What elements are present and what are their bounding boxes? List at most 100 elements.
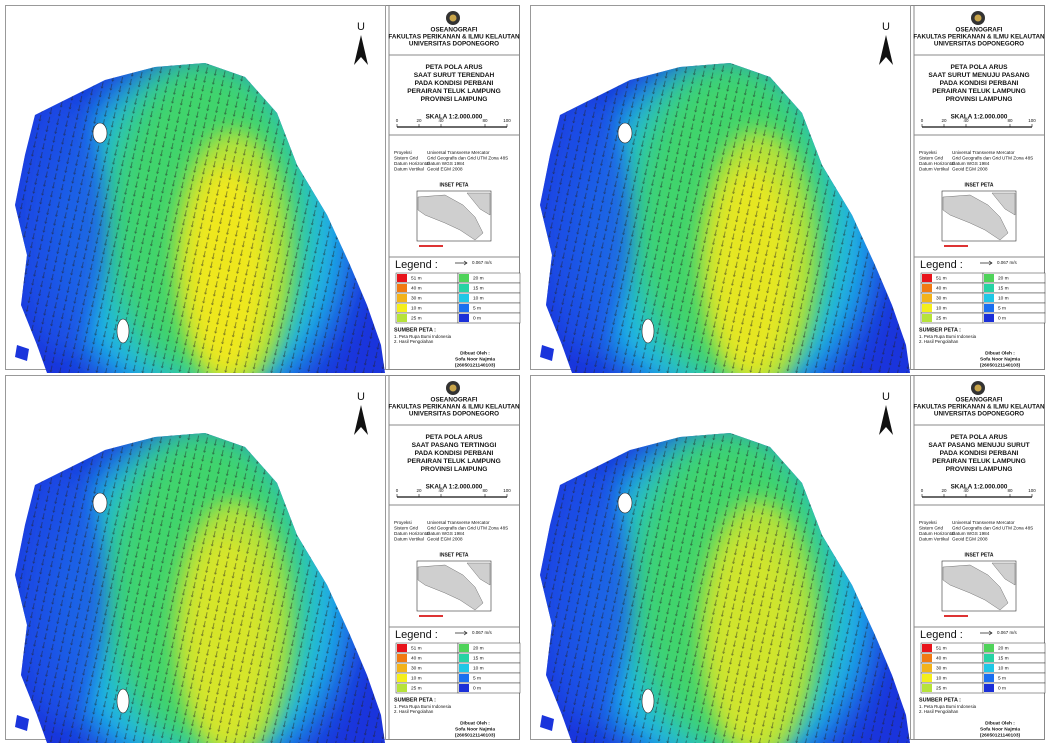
- projection-key: Proyeksi: [394, 150, 412, 155]
- scale-tick-label: 80: [1007, 488, 1013, 493]
- legend-swatch: [922, 284, 932, 292]
- legend-label: 10 m: [998, 665, 1009, 671]
- legend-label: 10 m: [411, 305, 422, 311]
- source-item: 2. Hasil Pengolahan: [919, 339, 959, 344]
- inset-title: INSET PETA: [439, 182, 468, 188]
- source-item: 1. Peta Rupa Bumi Indonesia: [394, 704, 452, 709]
- legend-swatch: [397, 284, 407, 292]
- inset-land: [942, 564, 1009, 611]
- legend-title: Legend :: [395, 629, 438, 641]
- scale-tick-label: 20: [416, 118, 422, 123]
- legend-label: 10 m: [936, 675, 947, 681]
- legend-label: 30 m: [936, 665, 947, 671]
- legend-label: 51 m: [411, 275, 422, 281]
- map-title: PERAIRAN TELUK LAMPUNG: [932, 88, 1025, 95]
- source-item: 2. Hasil Pengolahan: [394, 709, 434, 714]
- projection-value: Universal Transverse Mercator: [427, 520, 490, 525]
- legend-label: 51 m: [936, 275, 947, 281]
- scale-label: SKALA 1:2.000.000: [426, 484, 483, 491]
- scale-tick-label: 80: [482, 488, 488, 493]
- scale-tick-label: 20: [941, 488, 947, 493]
- map-title: PERAIRAN TELUK LAMPUNG: [932, 458, 1025, 465]
- small-island: [540, 345, 554, 361]
- legend-cell: [457, 312, 521, 324]
- projection-key: Datum Horizontal: [394, 161, 430, 166]
- sources-title: SUMBER PETA :: [919, 697, 961, 703]
- legend-label: 20 m: [998, 275, 1009, 281]
- author-name: Sofa Noor Najmia: [455, 356, 495, 362]
- header-line: FAKULTAS PERIKANAN & ILMU KELAUTAN: [388, 34, 520, 41]
- legend-swatch: [922, 644, 932, 652]
- source-item: 1. Peta Rupa Bumi Indonesia: [394, 334, 452, 339]
- legend-swatch: [459, 284, 469, 292]
- university-logo-inner: [974, 14, 982, 22]
- author-name: Sofa Noor Najmia: [980, 726, 1020, 732]
- north-label: U: [357, 21, 365, 33]
- legend-swatch: [459, 274, 469, 282]
- projection-key: Datum Vertikal: [394, 167, 424, 172]
- header-line: OSEANOGRAFI: [956, 27, 1003, 34]
- island: [617, 492, 633, 514]
- scale-tick-label: 100: [503, 118, 511, 123]
- legend-label: 15 m: [998, 285, 1009, 291]
- scale-tick-label: 40: [438, 118, 444, 123]
- projection-value: Universal Transverse Mercator: [427, 150, 490, 155]
- author-id: (26050121140103): [980, 732, 1021, 738]
- island: [116, 688, 130, 714]
- projection-value: Datum WGS 1984: [952, 531, 990, 536]
- legend-swatch: [922, 684, 932, 692]
- legend-swatch: [984, 274, 994, 282]
- map-title: PERAIRAN TELUK LAMPUNG: [407, 458, 500, 465]
- projection-value: Geoid EGM 2008: [427, 537, 463, 542]
- legend-label: 40 m: [411, 285, 422, 291]
- legend-label: 0 m: [473, 685, 481, 691]
- map-title: SAAT PASANG TERTINGGI: [412, 442, 497, 449]
- scale-tick-label: 0: [396, 488, 399, 493]
- author-title: Dibuat Oleh :: [985, 350, 1015, 356]
- legend-swatch: [922, 654, 932, 662]
- scale-tick-label: 20: [416, 488, 422, 493]
- legend-swatch: [397, 274, 407, 282]
- legend-swatch: [397, 314, 407, 322]
- vector-scale: 0.067 m/s: [997, 260, 1018, 265]
- island: [116, 318, 130, 344]
- water-body: [15, 433, 385, 743]
- map-title: PROVINSI LAMPUNG: [421, 466, 488, 473]
- legend-label: 0 m: [473, 315, 481, 321]
- inset-title: INSET PETA: [964, 552, 993, 558]
- legend-swatch: [459, 304, 469, 312]
- vector-scale: 0.067 m/s: [472, 260, 493, 265]
- header-line: UNIVERSITAS DOPONEGORO: [409, 411, 499, 418]
- projection-key: Sistem Grid: [919, 526, 943, 531]
- legend-swatch: [922, 304, 932, 312]
- legend-label: 10 m: [936, 305, 947, 311]
- legend-label: 10 m: [473, 665, 484, 671]
- header-line: UNIVERSITAS DOPONEGORO: [934, 411, 1024, 418]
- legend-swatch: [922, 294, 932, 302]
- inset-land: [942, 194, 1009, 241]
- inset-scale: [419, 615, 443, 617]
- inset-land: [417, 564, 484, 611]
- map-title: PROVINSI LAMPUNG: [946, 466, 1013, 473]
- island: [617, 122, 633, 144]
- map-title: PADA KONDISI PERBANI: [940, 80, 1019, 87]
- small-island: [15, 715, 29, 731]
- header-line: OSEANOGRAFI: [431, 27, 478, 34]
- scale-tick-label: 0: [921, 488, 924, 493]
- university-logo-inner: [449, 384, 457, 392]
- sources-title: SUMBER PETA :: [394, 327, 436, 333]
- legend-swatch: [984, 284, 994, 292]
- legend-label: 20 m: [998, 645, 1009, 651]
- projection-key: Sistem Grid: [919, 156, 943, 161]
- scale-tick-label: 20: [941, 118, 947, 123]
- north-arrow: [354, 405, 368, 435]
- inset-land: [417, 194, 484, 241]
- legend-swatch: [459, 664, 469, 672]
- legend-swatch: [397, 654, 407, 662]
- legend-label: 15 m: [998, 655, 1009, 661]
- legend-swatch: [459, 654, 469, 662]
